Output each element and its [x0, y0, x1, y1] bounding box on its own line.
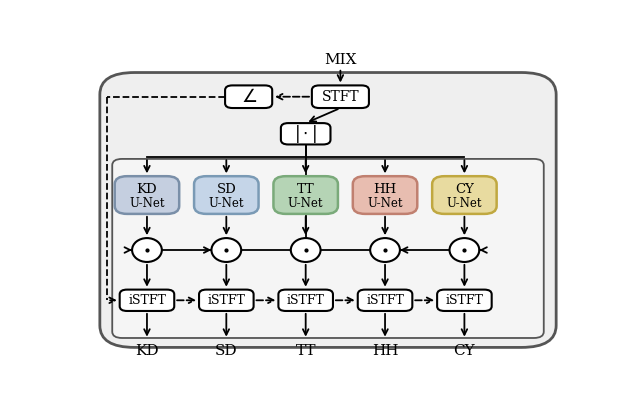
Ellipse shape	[370, 238, 400, 262]
Text: iSTFT: iSTFT	[287, 294, 324, 307]
Text: $\angle$: $\angle$	[241, 88, 257, 106]
Text: MIX: MIX	[324, 53, 356, 67]
Text: iSTFT: iSTFT	[128, 294, 166, 307]
FancyBboxPatch shape	[353, 176, 417, 214]
Text: iSTFT: iSTFT	[366, 294, 404, 307]
FancyBboxPatch shape	[273, 176, 338, 214]
Text: HH: HH	[373, 183, 397, 196]
FancyBboxPatch shape	[278, 290, 333, 311]
Ellipse shape	[211, 238, 241, 262]
FancyBboxPatch shape	[112, 159, 544, 338]
FancyBboxPatch shape	[199, 290, 253, 311]
Ellipse shape	[132, 238, 162, 262]
Text: $|\cdot|$: $|\cdot|$	[294, 123, 317, 145]
Ellipse shape	[291, 238, 321, 262]
FancyBboxPatch shape	[120, 290, 174, 311]
FancyBboxPatch shape	[358, 290, 412, 311]
Text: U-Net: U-Net	[367, 197, 403, 211]
Text: U-Net: U-Net	[129, 197, 164, 211]
Text: CY: CY	[454, 344, 476, 357]
Text: KD: KD	[135, 344, 159, 357]
FancyBboxPatch shape	[432, 176, 497, 214]
Text: SD: SD	[215, 344, 237, 357]
Text: CY: CY	[455, 183, 474, 196]
FancyBboxPatch shape	[225, 85, 272, 108]
FancyBboxPatch shape	[437, 290, 492, 311]
FancyBboxPatch shape	[312, 85, 369, 108]
FancyBboxPatch shape	[194, 176, 259, 214]
Text: iSTFT: iSTFT	[445, 294, 483, 307]
Text: U-Net: U-Net	[209, 197, 244, 211]
FancyBboxPatch shape	[100, 73, 556, 348]
Text: U-Net: U-Net	[447, 197, 482, 211]
FancyBboxPatch shape	[281, 123, 330, 144]
Text: iSTFT: iSTFT	[207, 294, 245, 307]
Text: TT: TT	[296, 344, 316, 357]
Text: TT: TT	[297, 183, 314, 196]
Text: KD: KD	[137, 183, 157, 196]
Text: HH: HH	[372, 344, 398, 357]
Text: SD: SD	[216, 183, 236, 196]
FancyBboxPatch shape	[115, 176, 179, 214]
Text: U-Net: U-Net	[288, 197, 323, 211]
Text: STFT: STFT	[321, 90, 359, 104]
Ellipse shape	[449, 238, 479, 262]
